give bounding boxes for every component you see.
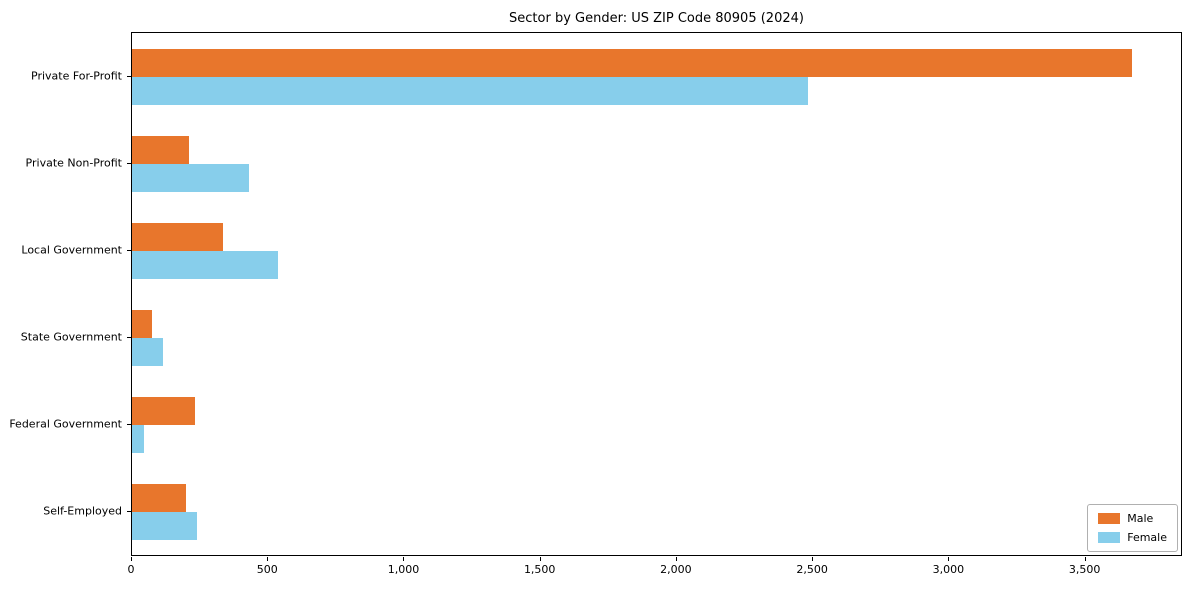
x-axis-tick-label: 2,000	[660, 563, 692, 576]
legend-label-male: Male	[1127, 512, 1154, 525]
y-axis-label-private-non-profit: Private Non-Profit	[25, 156, 122, 169]
chart-title: Sector by Gender: US ZIP Code 80905 (202…	[509, 11, 804, 26]
female-swatch-icon	[1098, 532, 1121, 543]
x-axis-tick-label: 2,500	[796, 563, 828, 576]
bar-male-private-for-profit	[132, 48, 1132, 77]
male-swatch-icon	[1098, 513, 1121, 524]
y-tick-mark	[127, 510, 131, 512]
y-axis-label-local-government: Local Government	[21, 243, 122, 256]
legend-item-male: Male	[1098, 512, 1167, 525]
x-axis-tick-label: 500	[256, 563, 278, 576]
x-tick-mark	[1084, 557, 1086, 561]
y-tick-mark	[127, 249, 131, 251]
bar-male-private-non-profit	[132, 135, 190, 164]
legend-item-female: Female	[1098, 531, 1167, 544]
bar-male-local-government	[132, 222, 224, 251]
legend: Male Female	[1087, 504, 1178, 552]
x-axis-tick-label: 1,500	[523, 563, 556, 576]
bar-female-private-for-profit	[132, 76, 808, 105]
x-axis-tick-label: 3,500	[1068, 563, 1101, 576]
bar-female-self-employed	[132, 511, 198, 540]
plot-area	[131, 32, 1182, 556]
x-tick-mark	[948, 557, 950, 561]
bar-female-local-government	[132, 250, 278, 279]
y-tick-mark	[127, 336, 131, 338]
x-tick-mark	[812, 557, 814, 561]
y-axis-label-private-for-profit: Private For-Profit	[31, 69, 122, 82]
y-tick-mark	[127, 75, 131, 77]
bar-male-federal-government	[132, 396, 195, 425]
x-tick-mark	[403, 557, 405, 561]
x-axis-tick-label: 1,000	[387, 563, 420, 576]
bar-female-state-government	[132, 337, 164, 366]
x-tick-mark	[267, 557, 269, 561]
x-tick-mark	[675, 557, 677, 561]
y-tick-mark	[127, 162, 131, 164]
y-tick-mark	[127, 423, 131, 425]
bar-male-state-government	[132, 309, 153, 338]
bar-male-self-employed	[132, 483, 187, 512]
x-axis-tick-label: 3,000	[932, 563, 965, 576]
y-axis-labels: Private For-Profit Private Non-Profit Loca…	[0, 32, 122, 556]
bar-female-federal-government	[132, 424, 145, 453]
x-tick-mark	[131, 557, 132, 561]
y-axis-label-state-government: State Government	[20, 330, 122, 343]
y-axis-label-self-employed: Self-Employed	[43, 504, 122, 517]
bar-female-private-non-profit	[132, 163, 250, 192]
y-axis-label-federal-government: Federal Government	[9, 417, 122, 430]
x-axis-tick-label: 0	[127, 563, 135, 576]
legend-label-female: Female	[1127, 531, 1167, 544]
x-tick-mark	[539, 557, 541, 561]
